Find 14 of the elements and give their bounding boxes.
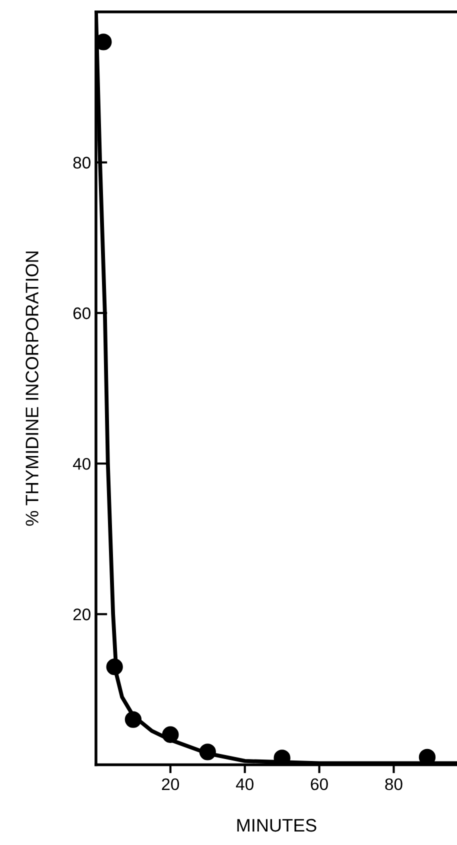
x-tick-label: 20 — [162, 778, 180, 790]
y-tick-label: 40 — [72, 458, 90, 470]
x-tick-label: 60 — [310, 778, 328, 790]
point — [199, 744, 216, 760]
x-tick-label: 80 — [385, 778, 402, 790]
y-tick-label: 60 — [73, 307, 90, 320]
x-axis-title: MINUTES — [237, 818, 316, 832]
point — [162, 726, 179, 743]
y-axis-title: % THYMIDINE INCORPORATION — [26, 252, 38, 526]
point — [124, 711, 142, 728]
y-tick-label: 80 — [73, 156, 90, 169]
x-tick-label: 40 — [236, 778, 254, 790]
y-tick-label: 20 — [73, 608, 90, 620]
point — [106, 658, 123, 676]
